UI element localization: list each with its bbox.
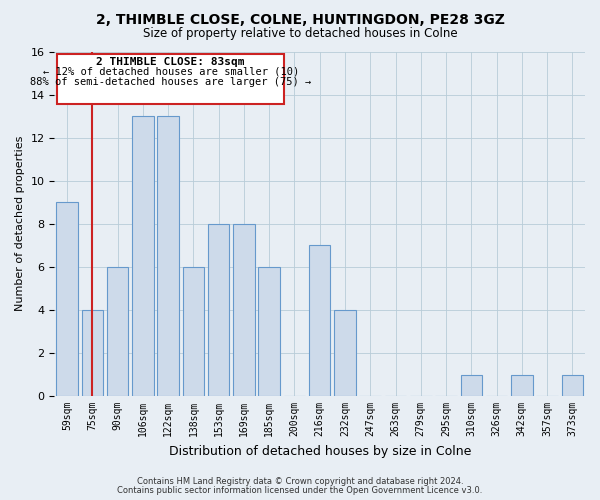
Text: Contains HM Land Registry data © Crown copyright and database right 2024.: Contains HM Land Registry data © Crown c… [137, 477, 463, 486]
Bar [208, 224, 229, 396]
Bar [309, 246, 331, 396]
Bar [132, 116, 154, 396]
Bar [461, 374, 482, 396]
Bar [259, 267, 280, 396]
Text: ← 12% of detached houses are smaller (10): ← 12% of detached houses are smaller (10… [43, 66, 299, 76]
Text: 88% of semi-detached houses are larger (75) →: 88% of semi-detached houses are larger (… [30, 77, 311, 87]
Bar [56, 202, 78, 396]
Bar [157, 116, 179, 396]
Y-axis label: Number of detached properties: Number of detached properties [15, 136, 25, 312]
Bar [562, 374, 583, 396]
FancyBboxPatch shape [57, 54, 284, 104]
Bar [182, 267, 204, 396]
Bar [107, 267, 128, 396]
Text: 2 THIMBLE CLOSE: 83sqm: 2 THIMBLE CLOSE: 83sqm [97, 57, 245, 67]
Bar [233, 224, 254, 396]
Text: 2, THIMBLE CLOSE, COLNE, HUNTINGDON, PE28 3GZ: 2, THIMBLE CLOSE, COLNE, HUNTINGDON, PE2… [95, 12, 505, 26]
Bar [334, 310, 356, 396]
Bar [511, 374, 533, 396]
Text: Contains public sector information licensed under the Open Government Licence v3: Contains public sector information licen… [118, 486, 482, 495]
Bar [82, 310, 103, 396]
X-axis label: Distribution of detached houses by size in Colne: Distribution of detached houses by size … [169, 444, 471, 458]
Text: Size of property relative to detached houses in Colne: Size of property relative to detached ho… [143, 28, 457, 40]
